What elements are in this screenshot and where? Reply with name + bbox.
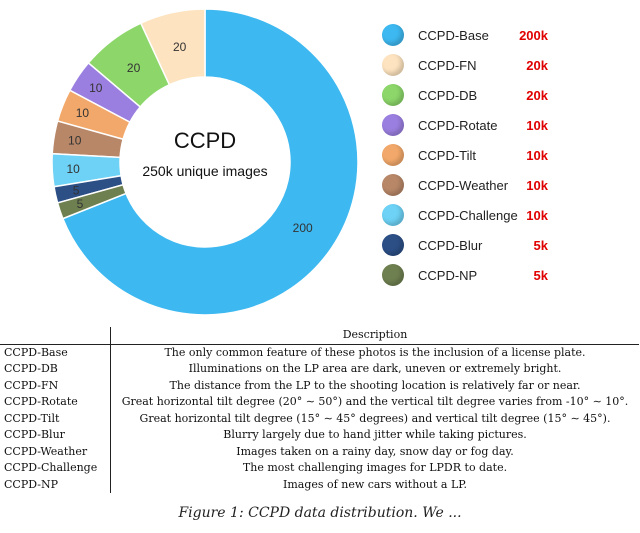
figure-caption: Figure 1: CCPD data distribution. We ... (178, 505, 462, 521)
row-description: Blurry largely due to hand jitter while … (223, 428, 527, 441)
legend-label: CCPD-NP (418, 267, 478, 283)
table-header-name (0, 327, 111, 345)
legend-item: CCPD-Challenge 10k (380, 200, 630, 230)
table-header-description: Description (110, 327, 639, 345)
legend-label: CCPD-Base (418, 27, 489, 43)
table-row: CCPD-NP Images of new cars without a LP. (0, 476, 639, 493)
row-dataset-name: CCPD-Base (0, 344, 111, 361)
slice-label-ccpd-fn: 20 (173, 40, 187, 54)
row-description: The only common feature of these photos … (164, 345, 586, 359)
legend-item: CCPD-Base 200k (380, 20, 630, 50)
slice-label-ccpd-challenge: 10 (67, 162, 81, 176)
table-row: CCPD-Base The only common feature of thes… (0, 344, 639, 361)
table-row: CCPD-Tilt Great horizontal tilt degree (1… (0, 410, 639, 427)
slice-ccpd-weather (51, 120, 125, 159)
legend-label: CCPD-Challenge (418, 207, 518, 223)
slice-ccpd-fn (139, 8, 206, 86)
description-table-container: Description CCPD-Base The only common fea… (0, 327, 640, 493)
chart-legend: CCPD-Base 200k CCPD-FN 20k CCPD-DB 20k CCPD-Ro… (380, 20, 630, 290)
legend-count: 5k (533, 237, 548, 253)
chart-subtitle: 250k unique images (142, 163, 267, 179)
legend-count: 200k (519, 27, 548, 43)
legend-label: CCPD-Rotate (418, 117, 498, 133)
row-description: Great horizontal tilt degree (15° ∼ 45° … (139, 411, 611, 425)
donut-chart: 200 20 20 10 10 10 10 55 CCPD 250k unique images (51, 8, 359, 316)
legend-swatch (382, 174, 404, 196)
row-description: Illuminations on the LP area are dark, u… (188, 362, 562, 375)
table-row: CCPD-Rotate Great horizontal tilt degree … (0, 394, 639, 411)
legend-item: CCPD-FN 20k (380, 50, 630, 80)
legend-swatch (382, 264, 404, 286)
legend-count: 10k (526, 147, 548, 163)
legend-item: CCPD-NP 5k (380, 260, 630, 290)
legend-count: 20k (526, 57, 548, 73)
row-dataset-name: CCPD-NP (0, 476, 111, 493)
row-dataset-name: CCPD-DB (0, 361, 111, 378)
slice-label-ccpd-tilt: 10 (76, 106, 90, 120)
row-description: Great horizontal tilt degree (20° ∼ 50°)… (121, 395, 629, 408)
table-header-row: Description (0, 327, 639, 345)
legend-label: CCPD-FN (418, 57, 477, 73)
row-description: Images of new cars without a LP. (283, 477, 467, 491)
row-dataset-name: CCPD-Blur (0, 427, 111, 444)
legend-swatch (382, 24, 404, 46)
table-row: CCPD-FN The distance from the LP to the s… (0, 377, 639, 394)
table-row: CCPD-Weather Images taken on a rainy day,… (0, 443, 639, 460)
row-description: The most challenging images for LPDR to … (242, 461, 508, 474)
row-dataset-name: CCPD-Weather (0, 443, 111, 460)
table-row: CCPD-Blur Blurry largely due to hand jitt… (0, 427, 639, 444)
row-dataset-name: CCPD-Tilt (0, 410, 111, 427)
legend-item: CCPD-Blur 5k (380, 230, 630, 260)
legend-swatch (382, 234, 404, 256)
slice-label-ccpd-blur: 5 (73, 183, 80, 197)
legend-swatch (382, 54, 404, 76)
legend-count: 5k (533, 267, 548, 283)
legend-item: CCPD-Weather 10k (380, 170, 630, 200)
legend-swatch (382, 144, 404, 166)
slice-label-ccpd-db: 20 (127, 61, 141, 75)
legend-count: 10k (526, 177, 548, 193)
row-dataset-name: CCPD-FN (0, 377, 111, 394)
row-description: The distance from the LP to the shooting… (169, 378, 581, 392)
legend-item: CCPD-DB 20k (380, 80, 630, 110)
slice-ccpd-base (61, 8, 359, 316)
slice-label-ccpd-np: 5 (77, 197, 84, 211)
table-row: CCPD-Challenge The most challenging image… (0, 460, 639, 477)
legend-count: 20k (526, 87, 548, 103)
slice-ccpd-np (56, 183, 128, 220)
slice-ccpd-rotate (68, 61, 142, 124)
legend-swatch (382, 84, 404, 106)
legend-label: CCPD-Blur (418, 237, 483, 253)
legend-count: 10k (526, 117, 548, 133)
legend-item: CCPD-Rotate 10k (380, 110, 630, 140)
table-row: CCPD-DB Illuminations on the LP area are … (0, 361, 639, 378)
legend-count: 10k (526, 207, 548, 223)
description-table: Description CCPD-Base The only common fea… (0, 327, 639, 493)
legend-swatch (382, 114, 404, 136)
slice-label-ccpd-base: 200 (293, 221, 313, 235)
chart-title: CCPD (174, 128, 236, 153)
legend-swatch (382, 204, 404, 226)
row-dataset-name: CCPD-Rotate (0, 394, 111, 411)
legend-item: CCPD-Tilt 10k (380, 140, 630, 170)
legend-label: CCPD-DB (418, 87, 478, 103)
legend-label: CCPD-Weather (418, 177, 509, 193)
slice-ccpd-blur (53, 174, 125, 204)
slice-ccpd-db (87, 22, 171, 109)
slice-label-ccpd-rotate: 10 (89, 81, 103, 95)
row-dataset-name: CCPD-Challenge (0, 460, 111, 477)
row-description: Images taken on a rainy day, snow day or… (236, 444, 514, 458)
slice-label-ccpd-weather: 10 (68, 134, 82, 148)
legend-label: CCPD-Tilt (418, 147, 477, 163)
slice-ccpd-tilt (56, 89, 131, 141)
